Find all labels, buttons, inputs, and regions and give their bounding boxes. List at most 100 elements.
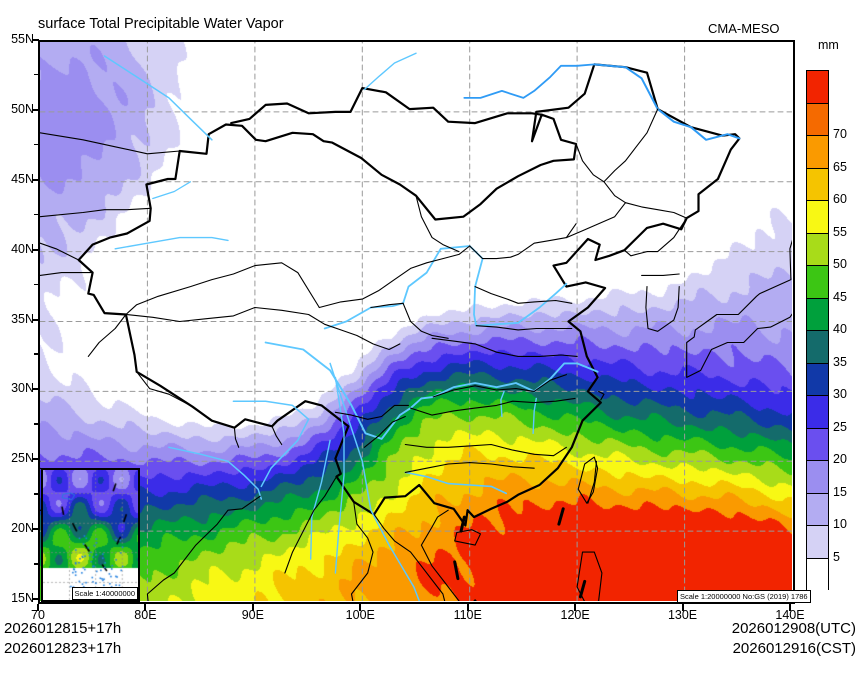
- colorbar-band: [807, 201, 828, 234]
- province-border: [470, 224, 576, 259]
- lat-tick-25N: 25N: [0, 451, 34, 465]
- colorbar-tick-10: 10: [833, 517, 847, 531]
- lat-minor-tick: [34, 214, 39, 216]
- amur-river: [594, 64, 739, 139]
- colorbar-band: [807, 299, 828, 332]
- lat-minor-tick: [34, 563, 39, 565]
- colorbar-tick-20: 20: [833, 452, 847, 466]
- colorbar-band: [807, 461, 828, 494]
- footer-init-time-utc: 2026012815+17h: [4, 620, 121, 637]
- province-border: [576, 109, 658, 182]
- lon-tick-mark: [789, 604, 791, 611]
- province-border: [319, 246, 469, 308]
- lat-tick-20N: 20N: [0, 521, 34, 535]
- ili-river: [153, 182, 191, 199]
- colorbar-band: [807, 396, 828, 429]
- lon-tick-mark: [574, 604, 576, 611]
- colorbar-tick-40: 40: [833, 322, 847, 336]
- ganges-river: [169, 447, 261, 499]
- colorbar-band: [807, 429, 828, 462]
- lat-tick-35N: 35N: [0, 312, 34, 326]
- colorbar[interactable]: [806, 70, 829, 590]
- lon-tick-mark: [37, 604, 39, 611]
- colorbar-tick-30: 30: [833, 387, 847, 401]
- lat-tick-mark: [32, 458, 39, 460]
- south-china-sea-inset[interactable]: Scale 1:40000000: [41, 468, 140, 602]
- colorbar-band: [807, 169, 828, 202]
- lat-tick-30N: 30N: [0, 381, 34, 395]
- china-national-border: [79, 64, 740, 525]
- lat-tick-mark: [32, 179, 39, 181]
- colorbar-tick-5: 5: [833, 550, 840, 564]
- colorbar-tick-50: 50: [833, 257, 847, 271]
- model-label: CMA-MESO: [708, 21, 780, 36]
- province-border: [405, 445, 566, 456]
- lat-tick-45N: 45N: [0, 172, 34, 186]
- lat-tick-40N: 40N: [0, 242, 34, 256]
- international-border: [272, 426, 282, 444]
- province-border: [411, 398, 575, 415]
- lat-tick-50N: 50N: [0, 102, 34, 116]
- colorbar-tick-25: 25: [833, 420, 847, 434]
- lat-tick-mark: [32, 528, 39, 530]
- map-overlay-vector: [40, 42, 792, 601]
- international-border: [40, 133, 180, 154]
- ganjiang-river: [533, 398, 536, 433]
- colorbar-band: [807, 234, 828, 267]
- nine-dash-line-segment: [580, 581, 584, 596]
- coastline: [599, 391, 604, 399]
- lat-minor-tick: [34, 144, 39, 146]
- lat-minor-tick: [34, 423, 39, 425]
- colorbar-band: [807, 559, 828, 592]
- international-border: [40, 208, 151, 216]
- lon-tick-mark: [682, 604, 684, 611]
- lon-tick-mark: [359, 604, 361, 611]
- irrawaddy-river: [311, 440, 330, 559]
- inset-field-raster: [43, 470, 138, 600]
- footer-valid-time-utc: 2026012908(UTC): [732, 620, 856, 637]
- colorbar-band: [807, 331, 828, 364]
- international-border: [642, 274, 680, 275]
- international-border: [88, 315, 126, 357]
- province-border: [126, 308, 255, 322]
- colorbar-band: [807, 71, 828, 104]
- map-scale-label: Scale 1:20000000 No:GS (2019) 1786: [677, 590, 811, 603]
- province-border: [476, 326, 572, 330]
- page-title: surface Total Precipitable Water Vapor: [38, 16, 284, 32]
- colorbar-tick-70: 70: [833, 127, 847, 141]
- map-plot-area[interactable]: [38, 40, 795, 604]
- coastline: [646, 287, 679, 332]
- colorbar-tick-60: 60: [833, 192, 847, 206]
- lon-tick-mark: [144, 604, 146, 611]
- colorbar-band: [807, 136, 828, 169]
- lon-tick-mark: [252, 604, 254, 611]
- lat-tick-mark: [32, 319, 39, 321]
- colorbar-tick-15: 15: [833, 485, 847, 499]
- lat-tick-mark: [32, 39, 39, 41]
- yangtze-river: [266, 343, 598, 439]
- colorbar-band: [807, 494, 828, 527]
- province-border: [403, 303, 448, 338]
- inset-scale-label: Scale 1:40000000: [72, 587, 138, 600]
- international-border: [624, 218, 686, 256]
- pearl-river: [405, 472, 506, 493]
- shilka-river: [464, 64, 594, 98]
- tarim-river: [115, 238, 228, 249]
- colorbar-band: [807, 364, 828, 397]
- lat-tick-15N: 15N: [0, 591, 34, 605]
- province-border: [364, 417, 405, 448]
- colorbar-band: [807, 104, 828, 137]
- mekong-river: [330, 363, 432, 601]
- lat-tick-mark: [32, 109, 39, 111]
- international-border: [234, 428, 238, 448]
- coastline: [687, 231, 792, 378]
- province-border: [475, 287, 572, 304]
- nine-dash-line-segment: [559, 509, 563, 524]
- coastline: [147, 496, 260, 601]
- colorbar-band: [807, 526, 828, 559]
- colorbar-unit-label: mm: [818, 38, 839, 52]
- province-border: [566, 203, 625, 238]
- province-border: [126, 263, 319, 315]
- irtysh-river: [105, 56, 212, 140]
- lat-minor-tick: [34, 493, 39, 495]
